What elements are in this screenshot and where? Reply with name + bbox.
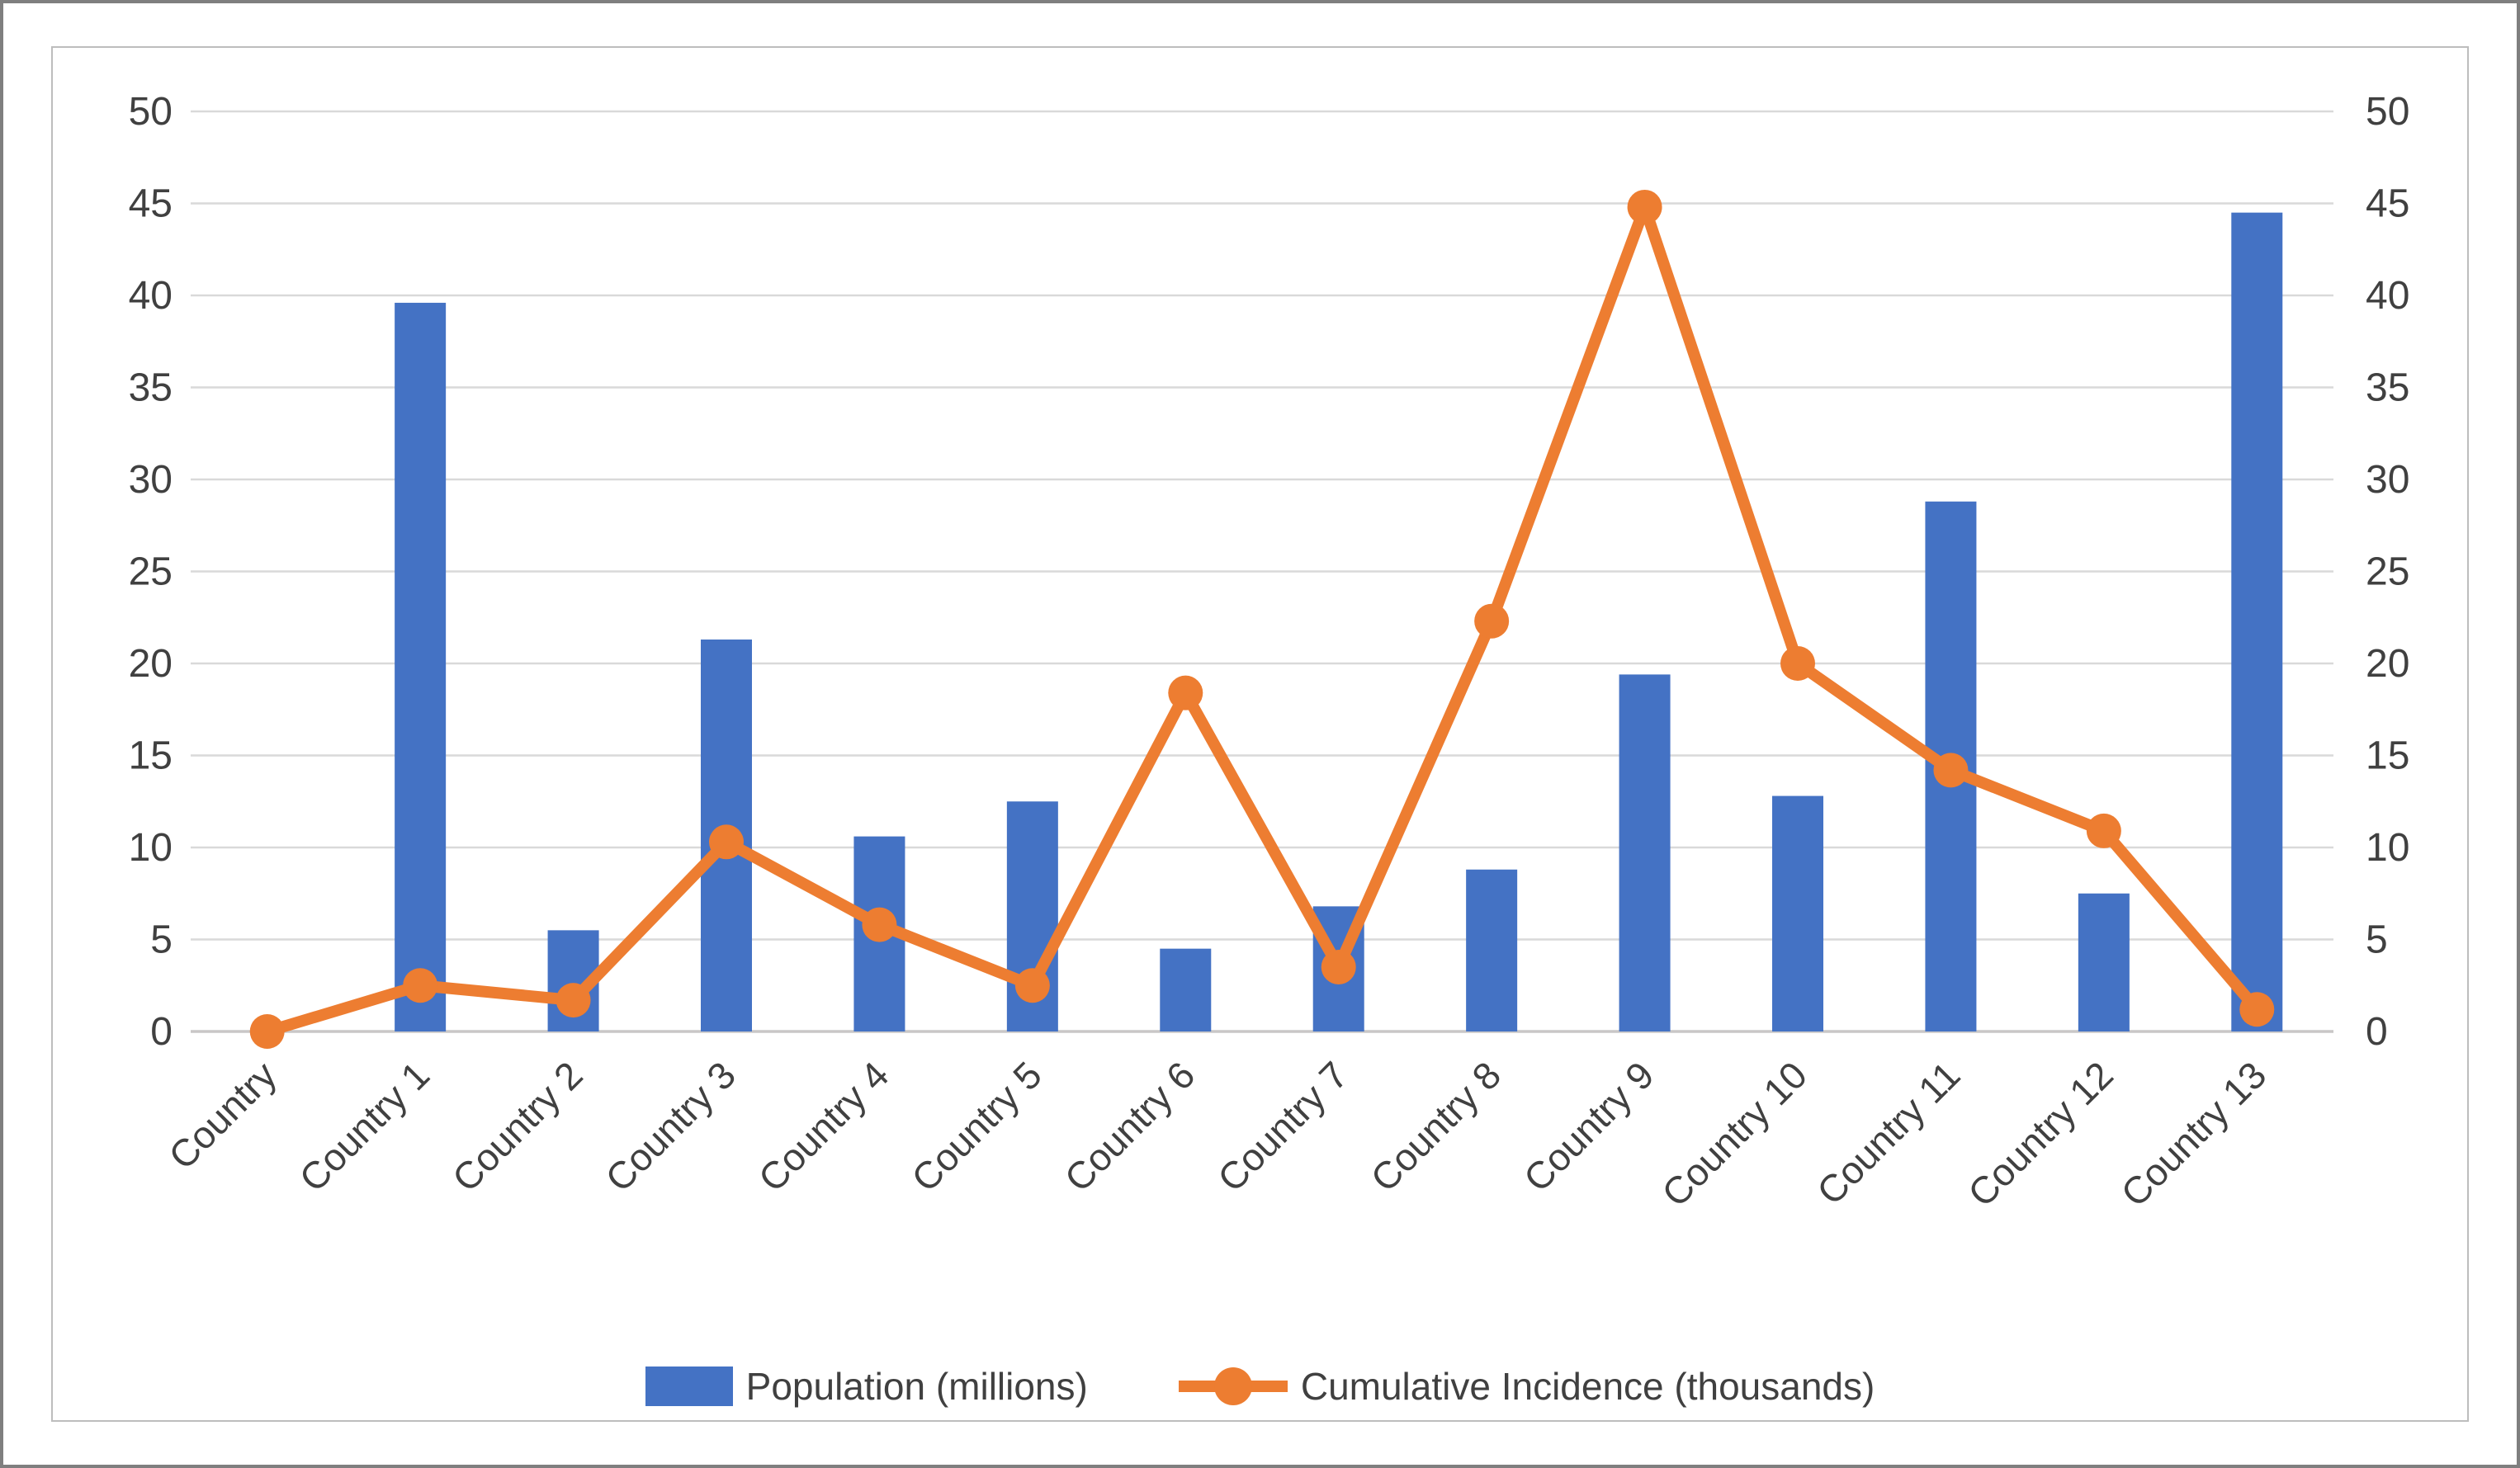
x-category-label: Country 8 [1362,1053,1509,1200]
chart-frame-border [51,46,2469,1422]
y-tick-label-left: 40 [129,274,173,318]
bar-country-8 [1466,869,1518,1031]
y-tick-label-right: 15 [2366,734,2409,778]
bar-country-10 [1772,795,1823,1031]
x-category-label: Country 7 [1209,1053,1356,1200]
x-category-label: Country 13 [2112,1053,2274,1215]
y-tick-label-right: 30 [2366,458,2409,502]
y-tick-label-left: 45 [129,182,173,226]
x-category-label: Country 3 [597,1053,744,1200]
line-marker-country-12 [2086,813,2121,848]
y-tick-label-left: 20 [129,642,173,686]
y-tick-label-left: 0 [150,1010,173,1054]
y-tick-label-left: 50 [129,90,173,134]
bar-country-12 [2078,893,2130,1031]
incidence-line-series [261,201,2263,1037]
line-marker-country-2 [556,983,591,1018]
line-marker-country-9 [1627,189,1662,224]
y-tick-label-right: 0 [2366,1010,2388,1054]
y-tick-label-left: 15 [129,734,173,778]
y-tick-label-left: 10 [129,826,173,870]
y-tick-label-right: 10 [2366,826,2409,870]
x-category-label: Country 12 [1960,1053,2121,1215]
line-marker-country-8 [1474,603,1510,639]
y-tick-label-right: 40 [2366,274,2409,318]
y-tick-label-left: 35 [129,366,173,410]
x-category-label: Country 11 [1808,1053,1968,1212]
y-tick-label-left: 25 [129,550,173,594]
y-tick-label-right: 45 [2366,182,2409,226]
y-tick-label-right: 50 [2366,90,2409,134]
y-tick-label-right: 20 [2366,642,2409,686]
line-marker-country-6 [1168,675,1203,710]
y-tick-label-left: 30 [129,458,173,502]
line-marker-country [249,1014,285,1049]
combo-chart: 0 0 5 5 10 10 15 15 20 20 25 25 30 30 35 35 40 40 45 45 50 50… [129,90,2410,1215]
x-category-label: Country 4 [750,1053,897,1200]
line-marker-country-13 [2239,992,2275,1027]
x-category-label: Country 6 [1057,1053,1203,1200]
x-category-label: Country [160,1053,285,1178]
line-marker-country-7 [1321,949,1356,984]
y-tick-label-right: 25 [2366,550,2409,594]
bar-country-13 [2231,212,2283,1031]
bar-country-9 [1619,674,1671,1031]
y-tick-label-right: 5 [2366,918,2388,962]
x-category-label: Country 10 [1653,1053,1815,1215]
line-marker-country-10 [1780,646,1815,681]
line-marker-country-3 [709,824,744,860]
line-marker-country-4 [862,907,897,942]
x-category-label: Country 9 [1515,1053,1662,1200]
bar-country-1 [395,302,447,1031]
line-marker-country-5 [1014,968,1050,1003]
bar-country-6 [1160,948,1212,1031]
line-marker-country-11 [1933,753,1969,788]
y-tick-label-left: 5 [150,918,173,962]
line-marker-country-1 [403,968,438,1003]
y-tick-label-right: 35 [2366,366,2409,410]
x-category-label: Country 5 [903,1053,1050,1200]
x-category-label: Country 1 [291,1053,437,1200]
x-category-label: Country 2 [444,1053,591,1200]
